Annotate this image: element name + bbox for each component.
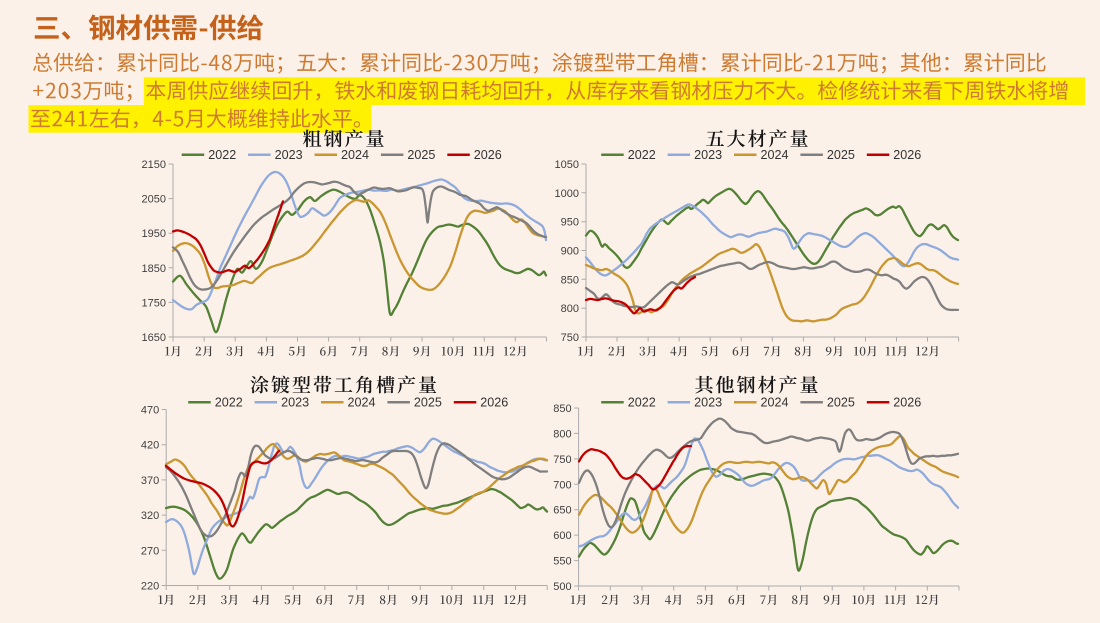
svg-text:2022: 2022: [215, 395, 243, 409]
svg-text:2025: 2025: [827, 148, 855, 162]
svg-text:420: 420: [141, 440, 159, 452]
svg-text:800: 800: [553, 428, 571, 440]
svg-text:1850: 1850: [142, 263, 166, 275]
svg-text:600: 600: [553, 530, 571, 542]
svg-text:2026: 2026: [893, 395, 921, 409]
svg-text:320: 320: [141, 510, 159, 522]
svg-text:2023: 2023: [281, 395, 309, 409]
svg-text:2022: 2022: [628, 395, 656, 409]
svg-text:2026: 2026: [893, 148, 921, 162]
svg-text:1000: 1000: [555, 188, 579, 200]
svg-text:2025: 2025: [827, 395, 855, 409]
svg-text:650: 650: [553, 505, 571, 517]
svg-text:950: 950: [561, 217, 579, 229]
svg-text:750: 750: [553, 454, 571, 466]
svg-text:2024: 2024: [761, 148, 789, 162]
svg-text:1750: 1750: [142, 297, 166, 309]
svg-text:1650: 1650: [142, 332, 166, 344]
svg-text:2022: 2022: [208, 148, 236, 162]
svg-text:900: 900: [561, 246, 579, 258]
svg-text:2026: 2026: [480, 395, 508, 409]
svg-text:2025: 2025: [414, 395, 442, 409]
svg-text:500: 500: [553, 581, 571, 593]
svg-text:2050: 2050: [142, 194, 166, 206]
svg-text:2024: 2024: [348, 395, 376, 409]
svg-text:700: 700: [553, 479, 571, 491]
svg-text:850: 850: [553, 403, 571, 415]
svg-text:2026: 2026: [474, 148, 502, 162]
svg-text:2024: 2024: [341, 148, 369, 162]
svg-text:1050: 1050: [555, 159, 579, 171]
svg-text:2023: 2023: [694, 148, 722, 162]
svg-text:2023: 2023: [694, 395, 722, 409]
svg-text:2022: 2022: [628, 148, 656, 162]
svg-text:270: 270: [141, 545, 159, 557]
svg-text:2024: 2024: [761, 395, 789, 409]
svg-text:2023: 2023: [275, 148, 303, 162]
svg-text:370: 370: [141, 475, 159, 487]
svg-text:850: 850: [561, 274, 579, 286]
svg-text:1950: 1950: [142, 228, 166, 240]
svg-text:800: 800: [561, 303, 579, 315]
svg-text:750: 750: [561, 332, 579, 344]
svg-text:2150: 2150: [142, 159, 166, 171]
svg-text:2025: 2025: [407, 148, 435, 162]
svg-text:470: 470: [141, 405, 159, 417]
svg-text:220: 220: [141, 581, 159, 593]
svg-text:550: 550: [553, 556, 571, 568]
